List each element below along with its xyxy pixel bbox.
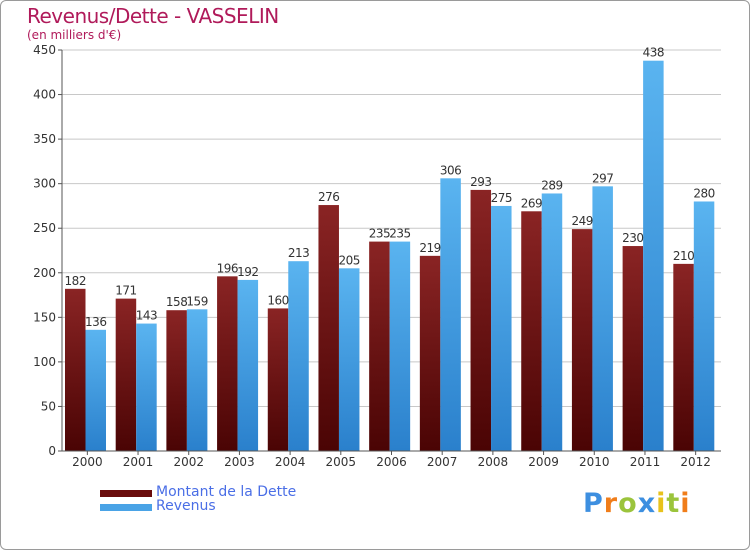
bar-revenus (237, 279, 259, 451)
data-label-debt: 210 (673, 249, 694, 263)
x-tick-label: 2005 (326, 455, 357, 469)
bar-revenus (186, 309, 208, 451)
data-label-debt: 182 (65, 274, 86, 288)
bar-revenus (693, 201, 715, 451)
data-label-revenus: 275 (491, 191, 512, 205)
data-label-revenus: 159 (186, 294, 207, 308)
bar-debt (369, 241, 390, 451)
bar-revenus (85, 329, 106, 451)
legend-label-revenus: Revenus (156, 498, 216, 514)
legend-swatch-revenus (100, 504, 152, 511)
data-label-revenus: 235 (389, 227, 410, 241)
logo-letter: t (666, 488, 681, 519)
logo-letter: r (603, 488, 619, 519)
data-label-revenus: 205 (339, 253, 360, 267)
logo-letter: i (680, 488, 691, 519)
logo-letter: P (583, 488, 604, 519)
bar-revenus (288, 261, 309, 451)
x-tick-label: 2000 (72, 455, 103, 469)
bar-revenus (541, 193, 563, 452)
y-tick-label: 400 (33, 88, 56, 102)
data-label-debt: 219 (419, 241, 440, 255)
data-label-debt: 171 (115, 284, 136, 298)
x-tick-label: 2004 (275, 455, 306, 469)
x-tick-label: 2012 (680, 455, 711, 469)
bar-debt (470, 189, 492, 451)
logo-letter: i (656, 488, 667, 519)
data-label-debt: 249 (571, 214, 592, 228)
logo-letter: o (618, 488, 638, 519)
x-tick-label: 2007 (427, 455, 458, 469)
x-tick-label: 2001 (123, 455, 154, 469)
chart-subtitle: (en milliers d'€) (27, 28, 122, 42)
x-tick-label: 2011 (630, 455, 661, 469)
data-label-revenus: 192 (237, 265, 258, 279)
bar-debt (419, 255, 441, 451)
bar-revenus (338, 268, 360, 451)
y-tick-label: 450 (33, 43, 56, 57)
y-tick-label: 350 (33, 132, 56, 146)
bar-debt (622, 246, 644, 451)
data-label-debt: 160 (267, 293, 288, 307)
legend-label-debt: Montant de la Dette (156, 484, 297, 500)
bar-revenus (389, 241, 411, 451)
data-label-revenus: 136 (85, 315, 106, 329)
data-label-debt: 276 (318, 190, 339, 204)
y-tick-label: 0 (48, 444, 56, 458)
x-tick-label: 2009 (528, 455, 559, 469)
y-tick-label: 50 (41, 399, 56, 413)
x-tick-label: 2006 (376, 455, 407, 469)
data-label-debt: 230 (622, 231, 643, 245)
x-tick-label: 2003 (224, 455, 255, 469)
bar-debt (521, 211, 542, 451)
bar-debt (318, 205, 339, 451)
y-tick-label: 300 (33, 177, 56, 191)
data-label-debt: 158 (166, 295, 187, 309)
y-tick-label: 200 (33, 266, 56, 280)
y-tick-label: 150 (33, 310, 56, 324)
x-tick-label: 2008 (478, 455, 509, 469)
data-label-revenus: 297 (592, 171, 613, 185)
data-label-revenus: 306 (440, 163, 461, 177)
bar-debt (166, 310, 187, 451)
data-label-revenus: 438 (643, 46, 664, 60)
data-label-revenus: 289 (541, 178, 562, 192)
bar-revenus (592, 186, 613, 451)
logo-letter: x (637, 488, 657, 519)
data-label-debt: 196 (217, 261, 238, 275)
data-label-revenus: 213 (288, 246, 309, 260)
legend-swatch-debt (100, 490, 152, 497)
bar-debt (571, 229, 593, 451)
bar-debt (65, 288, 86, 451)
y-tick-label: 100 (33, 355, 56, 369)
x-tick-label: 2002 (173, 455, 204, 469)
chart-title: Revenus/Dette - VASSELIN (27, 4, 279, 28)
bar-revenus (440, 178, 461, 451)
data-label-debt: 235 (369, 227, 390, 241)
x-tick-label: 2010 (579, 455, 610, 469)
bar-revenus (643, 60, 664, 452)
bar-revenus (136, 323, 157, 451)
bar-debt (267, 308, 289, 451)
data-label-revenus: 143 (136, 309, 157, 323)
data-label-debt: 293 (470, 175, 491, 189)
bar-revenus (491, 205, 512, 451)
bar-debt (115, 298, 137, 451)
bar-debt (673, 263, 694, 451)
bar-debt (217, 276, 238, 451)
y-tick-label: 250 (33, 221, 56, 235)
proxiti-logo: Proxiti (583, 488, 691, 519)
data-label-debt: 269 (521, 196, 542, 210)
data-label-revenus: 280 (693, 186, 714, 200)
